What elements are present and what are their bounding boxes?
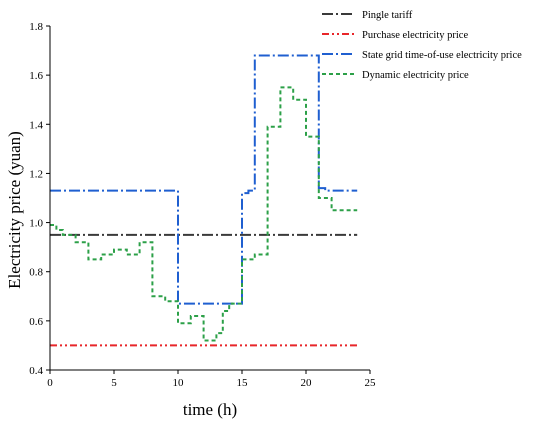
series-line-4 <box>50 86 358 342</box>
legend-entry-2: Purchase electricity price <box>322 30 468 41</box>
axes: 0 5 10 15 20 25 0.4 0.6 0.8 1.0 1.2 1.4 1.6 1.8 <box>29 21 376 389</box>
series-line-3 <box>50 54 358 305</box>
y-tick-label: 1.2 <box>29 168 43 180</box>
x-tick-label: 20 <box>301 377 313 389</box>
y-tick-label: 1.0 <box>29 218 43 230</box>
legend-label-2: Purchase electricity price <box>362 30 468 41</box>
legend-entry-1: Pingle tariff <box>322 10 413 21</box>
x-tick-label: 5 <box>111 377 117 389</box>
x-tick-label: 0 <box>47 377 53 389</box>
x-tick-label: 10 <box>173 377 185 389</box>
y-tick-label: 1.4 <box>29 119 43 131</box>
y-axis-title: Electricity price (yuan) <box>5 131 24 289</box>
y-tick-label: 0.8 <box>29 267 43 279</box>
y-tick-label: 1.6 <box>29 70 43 82</box>
legend-label-1: Pingle tariff <box>362 10 413 21</box>
y-tick-label: 0.6 <box>29 316 43 328</box>
x-axis-title: time (h) <box>183 400 237 419</box>
legend-entry-4: Dynamic electricity price <box>322 70 469 81</box>
y-tick-label: 0.4 <box>29 365 43 377</box>
legend-label-4: Dynamic electricity price <box>362 70 469 81</box>
x-tick-label: 25 <box>365 377 377 389</box>
legend-entry-3: State grid time-of-use electricity price <box>322 50 522 61</box>
legend: Pingle tariff Purchase electricity price S… <box>322 10 522 81</box>
y-tick-label: 1.8 <box>29 21 43 33</box>
legend-label-3: State grid time-of-use electricity price <box>362 50 522 61</box>
plot-area <box>50 54 358 347</box>
x-tick-label: 15 <box>237 377 249 389</box>
